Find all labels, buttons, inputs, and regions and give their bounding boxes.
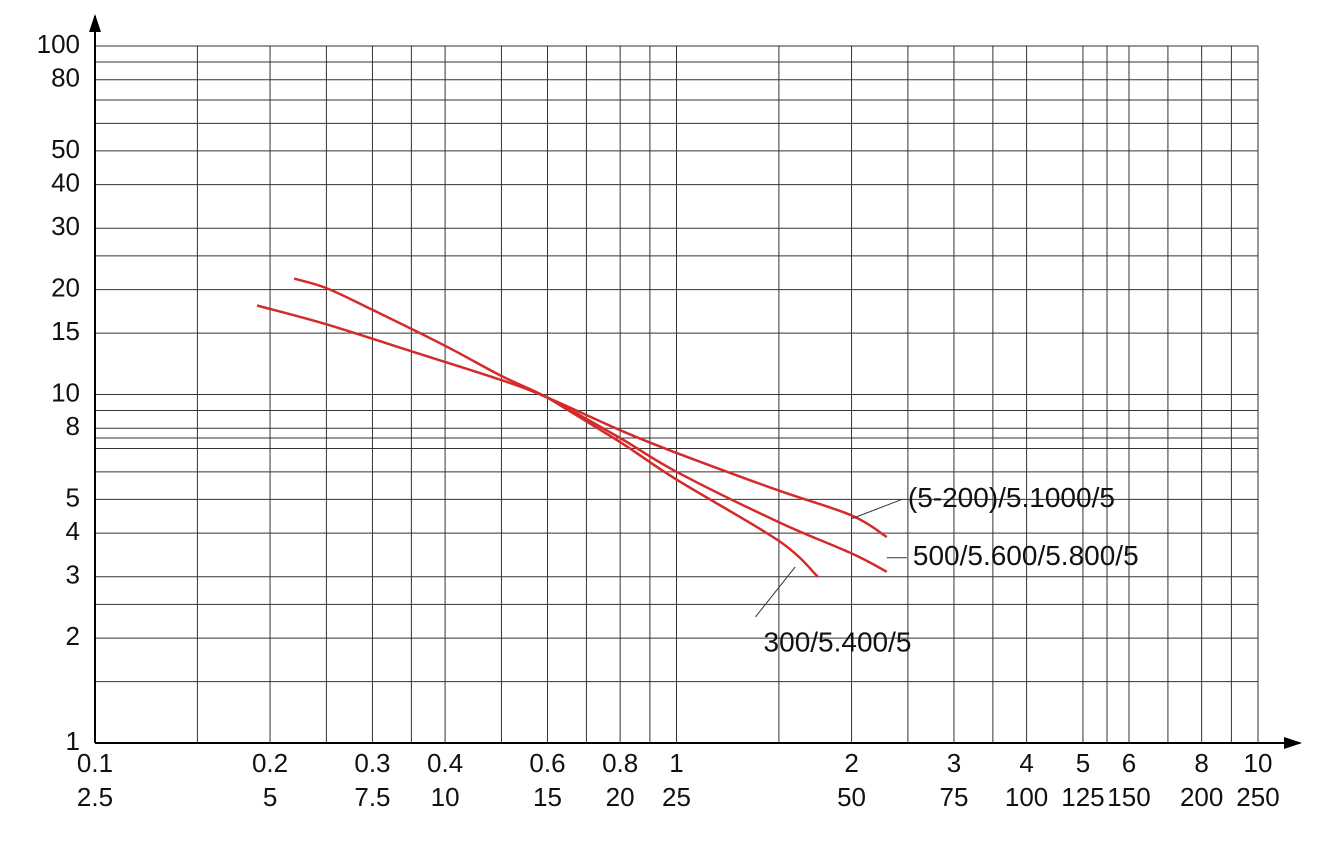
y-tick-label: 3 [66,560,80,590]
series-label-3: 300/5.400/5 [764,626,912,657]
x-tick-label-secondary: 200 [1180,782,1223,812]
x-tick-label-secondary: 2.5 [77,782,113,812]
y-tick-label: 15 [51,316,80,346]
series-label-2: 500/5.600/5.800/5 [913,540,1139,571]
x-tick-label: 4 [1019,748,1033,778]
series-labels: (5-200)/5.1000/5 500/5.600/5.800/5 300/5.4… [764,482,1139,658]
y-tick-label: 80 [51,63,80,93]
x-tick-label: 0.2 [252,748,288,778]
x-tick-label-secondary: 125 [1061,782,1104,812]
grid [94,45,1259,744]
y-tick-label: 20 [51,272,80,302]
series-line-1 [256,304,888,539]
series-lines [256,277,888,578]
x-tick-label: 8 [1194,748,1208,778]
y-tick-label: 40 [51,168,80,198]
x-tick-label-secondary: 15 [533,782,562,812]
x-tick-label-secondary: 50 [837,782,866,812]
series-label-1: (5-200)/5.1000/5 [908,482,1115,513]
leader-lines [755,498,907,618]
x-tick-label-secondary: 20 [606,782,635,812]
axes [89,14,1302,749]
x-tick-label-secondary: 5 [263,782,277,812]
y-tick-labels: 100 80 50 40 30 20 15 10 8 5 4 3 2 1 [37,29,80,756]
x-tick-label: 3 [947,748,961,778]
x-tick-label-secondary: 75 [939,782,968,812]
y-tick-label: 30 [51,211,80,241]
series-line-3 [546,396,819,578]
x-tick-label-secondary: 10 [431,782,460,812]
y-tick-label: 5 [66,482,80,512]
y-tick-label: 8 [66,411,80,441]
x-tick-label-secondary: 25 [662,782,691,812]
y-tick-label: 2 [66,621,80,651]
x-tick-label: 6 [1122,748,1136,778]
y-tick-label: 50 [51,134,80,164]
leader-line-1 [851,498,903,520]
x-tick-label: 0.8 [602,748,638,778]
x-tick-label-secondary: 7.5 [354,782,390,812]
y-tick-label: 1 [66,726,80,756]
x-tick-label-secondary: 150 [1107,782,1150,812]
x-tick-label: 0.4 [427,748,463,778]
x-tick-label: 10 [1244,748,1273,778]
x-tick-label: 0.3 [354,748,390,778]
x-tick-label-secondary: 100 [1005,782,1048,812]
y-tick-label: 10 [51,377,80,407]
y-tick-label: 4 [66,516,80,546]
x-tick-label: 5 [1076,748,1090,778]
y-tick-label: 100 [37,29,80,59]
x-tick-label-secondary: 250 [1236,782,1279,812]
x-tick-label: 2 [844,748,858,778]
x-tick-label: 1 [669,748,683,778]
leader-line-3 [755,566,796,618]
x-tick-label: 0.6 [529,748,565,778]
x-tick-label: 0.1 [77,748,113,778]
x-tick-labels: 0.12.50.250.37.50.4100.6150.820125250375… [77,748,1280,812]
